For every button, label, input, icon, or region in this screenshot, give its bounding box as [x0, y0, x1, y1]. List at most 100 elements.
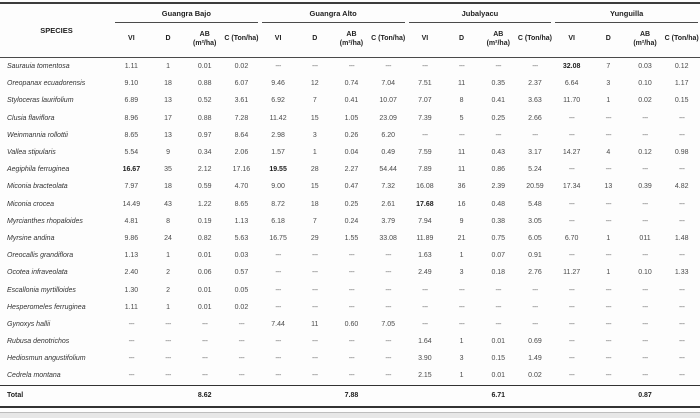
- table-footer: Total 8.62 7.88 6.71 0.87: [0, 384, 700, 408]
- value-cell: ---: [532, 286, 538, 294]
- value-cell: 1.63: [418, 252, 432, 260]
- table-row: Oreocallis grandiflora 1.13 1 0.01 0.03 --- --…: [0, 247, 700, 264]
- value-cell: 0.86: [491, 166, 506, 174]
- value-cell: ---: [385, 252, 391, 260]
- group-label: Guangra Bajo: [115, 4, 258, 23]
- value-cell: 7.05: [381, 320, 395, 328]
- value-cell: 0.15: [491, 355, 506, 363]
- value-cell: ---: [312, 303, 318, 311]
- value-cell: ---: [642, 200, 648, 208]
- value-cell: 28: [310, 166, 319, 174]
- value-cell: 17.16: [232, 166, 251, 174]
- value-cell: ---: [678, 355, 685, 363]
- value-cell: ---: [422, 286, 428, 294]
- total-value-cell: [553, 384, 590, 408]
- value-cell: 0.41: [491, 97, 506, 105]
- value-cell: 0.18: [491, 269, 506, 277]
- value-cell: 0.60: [344, 320, 359, 328]
- value-cell: ---: [678, 114, 685, 122]
- value-cell: 9: [459, 217, 464, 225]
- value-cell: 7.89: [418, 166, 432, 174]
- value-cell: ---: [605, 355, 612, 363]
- value-cell: 9.00: [271, 183, 285, 191]
- value-cell: 5.48: [528, 200, 542, 208]
- total-value-cell: [406, 384, 444, 408]
- value-cell: ---: [568, 372, 575, 380]
- value-cell: ---: [128, 338, 135, 346]
- value-cell: 1: [606, 269, 611, 277]
- species-cell: Miconia crocea: [7, 200, 55, 208]
- value-cell: 1.17: [674, 80, 689, 88]
- value-cell: 2: [166, 286, 170, 294]
- group-header-guangra-alto: Guangra Alto: [260, 3, 407, 23]
- value-cell: 0.25: [491, 114, 506, 122]
- value-cell: 3.17: [528, 149, 542, 157]
- value-cell: 7: [606, 63, 611, 71]
- value-cell: 1: [606, 234, 611, 242]
- value-cell: 0.57: [234, 269, 249, 277]
- group-header-yunguilla: Yunguilla: [553, 3, 700, 23]
- value-cell: 0.35: [491, 80, 506, 88]
- value-cell: 1.49: [528, 355, 542, 363]
- species-cell: Myrcianthes rhopaloides: [7, 217, 83, 225]
- value-cell: ---: [642, 303, 648, 311]
- value-cell: 0.05: [234, 286, 249, 294]
- value-cell: ---: [532, 63, 538, 71]
- species-cell: Saurauia tomentosa: [7, 63, 70, 71]
- value-cell: ---: [275, 338, 281, 346]
- value-cell: 3: [459, 269, 464, 277]
- value-cell: 0.59: [197, 183, 212, 191]
- value-cell: 0.49: [381, 149, 395, 157]
- value-cell: 1.57: [271, 149, 285, 157]
- value-cell: 0.43: [491, 149, 506, 157]
- value-cell: ---: [568, 217, 575, 225]
- value-cell: 0.01: [491, 338, 506, 346]
- value-cell: 1.13: [124, 252, 139, 260]
- column-header: VI: [553, 23, 590, 58]
- value-cell: 3: [459, 355, 464, 363]
- value-cell: ---: [568, 200, 575, 208]
- value-cell: 16.75: [269, 234, 287, 242]
- total-value-cell: [663, 384, 700, 408]
- value-cell: 1.64: [418, 338, 432, 346]
- value-cell: ---: [385, 372, 391, 380]
- value-cell: ---: [568, 114, 575, 122]
- value-cell: 8: [166, 217, 170, 225]
- value-cell: ---: [422, 131, 428, 139]
- column-header: VI: [259, 23, 297, 58]
- value-cell: 13: [164, 131, 172, 139]
- value-cell: ---: [312, 372, 318, 380]
- value-cell: ---: [568, 320, 575, 328]
- species-cell: Hediosmun angustifolium: [7, 355, 86, 363]
- value-cell: ---: [605, 303, 612, 311]
- value-cell: ---: [642, 372, 648, 380]
- value-cell: ---: [238, 355, 245, 363]
- value-cell: 9: [166, 149, 170, 157]
- value-cell: 1: [166, 303, 170, 311]
- value-cell: ---: [642, 286, 648, 294]
- value-cell: ---: [238, 372, 245, 380]
- value-cell: 5.24: [528, 166, 542, 174]
- value-cell: ---: [348, 286, 355, 294]
- value-cell: 2.76: [528, 269, 542, 277]
- value-cell: 4: [606, 149, 611, 157]
- value-cell: ---: [605, 372, 612, 380]
- species-cell: Vallea stipularis: [7, 149, 56, 157]
- table-row: Gynoxys hallii --- --- --- --- 7.44 11 0.60 7.05…: [0, 316, 700, 333]
- value-cell: 2.27: [344, 166, 359, 174]
- value-cell: ---: [275, 269, 281, 277]
- value-cell: 0.34: [197, 149, 212, 157]
- table-row: Clusia flaviflora 8.96 17 0.88 7.28 11.42 15 1.…: [0, 110, 700, 127]
- total-value-cell: [369, 384, 407, 408]
- table-row: Aegiphila ferruginea 16.67 35 2.12 17.16 19.5…: [0, 161, 700, 178]
- value-cell: 3.90: [418, 355, 432, 363]
- value-cell: 11.42: [269, 114, 287, 122]
- value-cell: 0.03: [234, 252, 249, 260]
- value-cell: 1.11: [124, 303, 138, 311]
- total-value-cell: [296, 384, 334, 408]
- value-cell: ---: [312, 252, 318, 260]
- value-cell: 0.25: [344, 200, 359, 208]
- value-cell: 0.01: [197, 252, 212, 260]
- value-cell: 2: [166, 269, 170, 277]
- table-row: Myrsine andina 9.86 24 0.82 5.63 16.75 29 1.55 3…: [0, 230, 700, 247]
